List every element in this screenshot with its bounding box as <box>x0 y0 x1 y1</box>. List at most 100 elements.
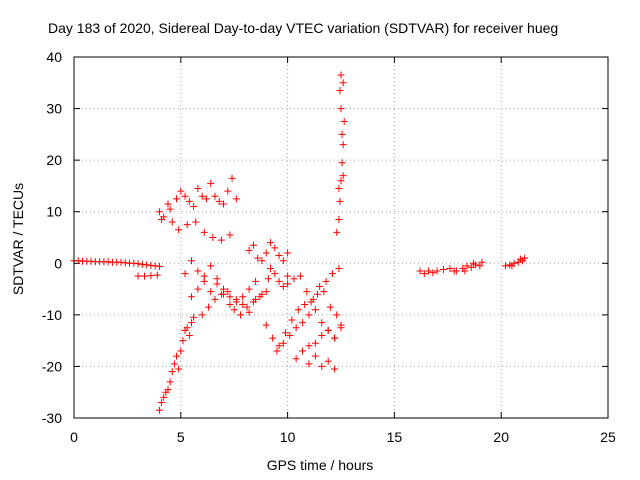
data-point <box>138 260 146 268</box>
data-point <box>258 257 266 265</box>
data-point <box>160 393 168 401</box>
data-point <box>183 221 191 229</box>
data-point <box>336 87 344 95</box>
data-point <box>340 117 348 125</box>
data-point <box>209 234 217 241</box>
chart-title: Day 183 of 2020, Sidereal Day-to-day VTE… <box>48 20 559 36</box>
data-point <box>207 262 215 270</box>
data-point <box>336 197 344 205</box>
data-point <box>252 277 260 285</box>
data-point <box>275 342 283 350</box>
data-point <box>87 257 95 265</box>
data-point <box>324 326 332 334</box>
data-point <box>198 192 206 200</box>
y-tick-label: 20 <box>46 152 62 168</box>
data-point <box>508 262 516 270</box>
data-point <box>273 347 281 355</box>
data-point <box>183 324 191 332</box>
data-point <box>318 319 326 327</box>
data-point <box>226 293 234 301</box>
data-point <box>134 260 142 268</box>
data-point <box>104 258 112 266</box>
data-point <box>264 275 272 283</box>
data-point <box>337 177 345 185</box>
y-tick-label: -20 <box>42 358 62 374</box>
data-point <box>198 311 206 319</box>
data-point <box>213 275 221 283</box>
axis-ticks: 0 5 10 15 20 25 -30 -20 -10 0 10 20 30 40 <box>42 49 616 445</box>
data-point <box>177 347 185 355</box>
data-point <box>194 285 202 293</box>
data-point <box>158 399 166 407</box>
x-axis-label: GPS time / hours <box>266 457 374 473</box>
data-point <box>292 324 300 332</box>
data-point <box>299 347 307 355</box>
data-point <box>337 324 345 332</box>
data-point <box>331 334 339 342</box>
data-point <box>217 290 225 298</box>
data-point <box>284 249 292 257</box>
x-tick-label: 20 <box>493 429 509 445</box>
data-point <box>256 293 264 301</box>
data-point <box>187 319 195 327</box>
data-point <box>420 270 428 278</box>
data-point <box>74 257 82 265</box>
data-point <box>301 301 309 309</box>
y-tick-label: -10 <box>42 307 62 323</box>
data-point <box>339 172 347 180</box>
data-point <box>440 265 448 273</box>
data-point <box>478 258 486 266</box>
data-point <box>267 239 275 247</box>
data-point <box>284 272 292 280</box>
x-tick-label: 25 <box>600 429 616 445</box>
data-point <box>320 288 328 296</box>
data-point <box>275 277 283 285</box>
data-point <box>168 218 176 226</box>
data-point <box>337 71 345 79</box>
data-point <box>155 208 163 216</box>
data-point <box>521 254 529 262</box>
data-point <box>296 272 304 280</box>
y-tick-label: 0 <box>54 255 62 271</box>
data-point <box>215 197 223 205</box>
y-tick-label: 10 <box>46 204 62 220</box>
data-point <box>224 187 232 195</box>
data-point <box>245 246 253 254</box>
data-point <box>134 272 142 280</box>
data-points <box>70 71 529 414</box>
data-point <box>516 255 524 263</box>
x-tick-label: 15 <box>387 429 403 445</box>
data-point <box>279 257 287 265</box>
data-point <box>211 295 219 303</box>
data-point <box>194 185 202 193</box>
data-point <box>200 272 208 280</box>
data-point <box>185 331 193 339</box>
data-point <box>292 355 300 363</box>
data-point <box>168 368 176 376</box>
data-point <box>335 264 343 272</box>
data-point <box>303 288 311 296</box>
data-point <box>143 261 151 269</box>
data-point <box>194 267 202 275</box>
data-point <box>220 285 228 293</box>
data-point <box>262 321 270 329</box>
data-point <box>269 334 277 342</box>
data-point <box>181 192 189 200</box>
data-point <box>211 192 219 200</box>
data-point <box>166 205 174 213</box>
data-point <box>501 262 509 270</box>
data-point <box>181 270 189 278</box>
y-tick-label: 40 <box>46 49 62 65</box>
data-point <box>281 329 289 337</box>
data-point <box>305 342 313 350</box>
data-point <box>179 337 187 345</box>
y-tick-label: 30 <box>46 101 62 117</box>
data-point <box>245 285 253 293</box>
data-point <box>279 339 287 347</box>
data-point <box>290 275 298 283</box>
data-point <box>335 215 343 223</box>
data-point <box>226 231 234 239</box>
data-point <box>185 197 193 205</box>
data-point <box>245 308 253 316</box>
data-point <box>220 200 228 208</box>
